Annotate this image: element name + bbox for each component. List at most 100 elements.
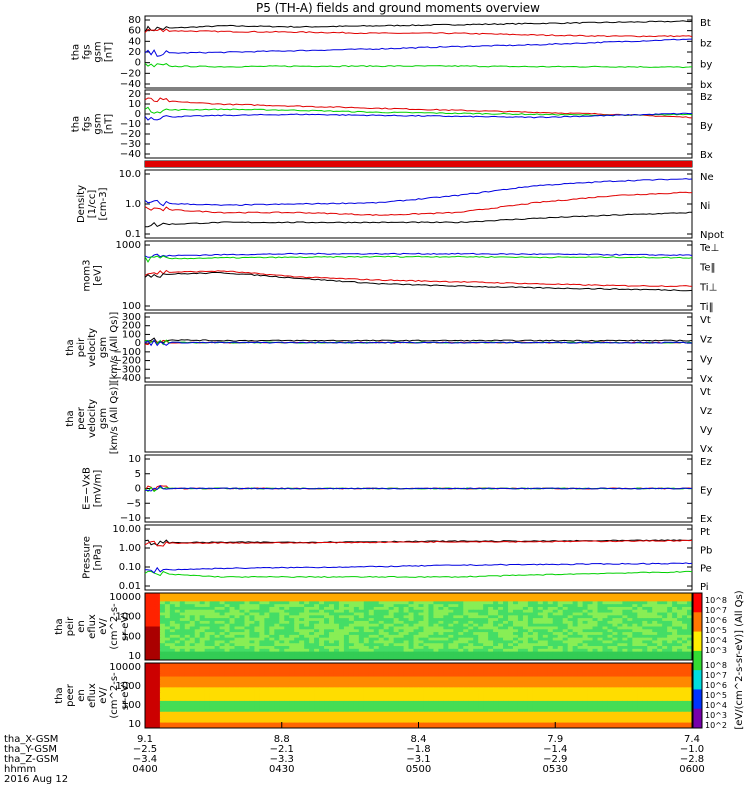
heatmap-cell — [642, 654, 648, 658]
heatmap-cell — [503, 671, 509, 675]
series-bz — [144, 28, 693, 38]
heatmap-cell — [433, 609, 439, 614]
heatmap-cell — [239, 663, 245, 667]
heatmap-cell — [353, 651, 360, 655]
heatmap-cell — [209, 648, 216, 653]
heatmap-cell — [378, 657, 385, 661]
heatmap-cell — [567, 690, 574, 694]
heatmap-cell — [567, 706, 574, 710]
heatmap-cell — [662, 634, 668, 639]
heatmap-cell — [159, 706, 166, 710]
heatmap-cell — [299, 643, 305, 647]
heatmap-cell — [319, 598, 325, 602]
heatmap-cell — [338, 684, 345, 688]
heatmap-cell — [572, 595, 579, 600]
heatmap-cell — [333, 711, 340, 715]
heatmap-cell — [612, 665, 618, 669]
heatmap-cell — [164, 657, 171, 661]
heatmap-cell — [512, 620, 519, 625]
heatmap-cell — [512, 679, 519, 683]
heatmap-cell — [433, 629, 439, 633]
heatmap-cell — [229, 634, 236, 639]
heatmap-cell — [597, 609, 603, 614]
heatmap-cell — [383, 684, 390, 688]
heatmap-cell — [199, 620, 206, 625]
heatmap-cell — [483, 651, 489, 655]
heatmap-cell — [662, 673, 668, 678]
y-tick-label: 0 — [135, 58, 141, 69]
heatmap-cell — [542, 646, 549, 650]
heatmap-cell — [532, 623, 539, 627]
heatmap-cell — [498, 711, 504, 715]
heatmap-cell — [602, 629, 608, 633]
heatmap-cell — [617, 593, 623, 597]
heatmap-cell — [512, 606, 519, 611]
heatmap-cell — [368, 692, 375, 696]
heatmap-cell — [552, 609, 559, 614]
heatmap-cell — [627, 620, 633, 625]
heatmap-cell — [567, 626, 574, 630]
heatmap-cell — [289, 690, 295, 694]
heatmap-cell — [493, 690, 499, 694]
heatmap-cell — [622, 598, 628, 602]
heatmap-cell — [687, 651, 693, 655]
heatmap-cell — [368, 643, 375, 647]
heatmap-cell — [547, 626, 554, 630]
heatmap-cell — [164, 604, 171, 608]
heatmap-cell — [547, 620, 554, 625]
heatmap-cell — [503, 623, 509, 627]
heatmap-cell — [512, 663, 519, 667]
heatmap-cell — [478, 690, 484, 694]
heatmap-cell — [672, 711, 678, 715]
heatmap-cell — [572, 700, 579, 705]
heatmap-cell — [652, 632, 658, 636]
heatmap-cell — [537, 668, 544, 672]
heatmap-cell — [552, 620, 559, 625]
heatmap-cell — [319, 681, 325, 686]
heatmap-cell — [468, 709, 474, 713]
heatmap-cell — [324, 618, 330, 622]
heatmap-cell — [199, 687, 206, 691]
heatmap-cell — [149, 676, 156, 680]
heatmap-cell — [662, 692, 668, 696]
heatmap-cell — [289, 706, 295, 710]
heatmap-cell — [209, 714, 216, 718]
heatmap-cell — [169, 709, 176, 713]
heatmap-cell — [592, 629, 599, 633]
heatmap-cell — [677, 665, 683, 669]
heatmap-cell — [423, 601, 429, 605]
heatmap-cell — [572, 684, 579, 688]
heatmap-cell — [557, 698, 564, 702]
heatmap-cell — [542, 690, 549, 694]
heatmap-cell — [368, 637, 375, 641]
heatmap-cell — [612, 673, 618, 678]
heatmap-cell — [264, 620, 270, 625]
heatmap-cell — [547, 609, 554, 614]
heatmap-cell — [174, 634, 181, 639]
heatmap-cell — [662, 623, 668, 627]
heatmap-cell — [617, 609, 623, 614]
heatmap-cell — [353, 709, 360, 713]
heatmap-cell — [508, 706, 514, 710]
y-tick-label: 1.00 — [119, 543, 141, 554]
heatmap-cell — [338, 706, 345, 710]
heatmap-cell — [473, 604, 479, 608]
heatmap-cell — [677, 700, 683, 705]
heatmap-cell — [642, 612, 648, 616]
heatmap-cell — [582, 637, 589, 641]
series-Vt — [144, 337, 693, 344]
heatmap-cell — [179, 637, 186, 641]
heatmap-cell — [413, 593, 419, 597]
series-bx — [144, 38, 692, 57]
heatmap-cell — [324, 598, 330, 602]
heatmap-cell — [314, 676, 320, 680]
heatmap-cell — [522, 640, 529, 644]
heatmap-cell — [353, 687, 360, 691]
heatmap-cell — [269, 692, 275, 696]
heatmap-cell — [433, 637, 439, 641]
heatmap-cell — [597, 679, 603, 683]
heatmap-cell — [672, 706, 678, 710]
heatmap-cell — [448, 626, 454, 630]
heatmap-cell — [224, 657, 231, 661]
heatmap-cell — [547, 668, 554, 672]
